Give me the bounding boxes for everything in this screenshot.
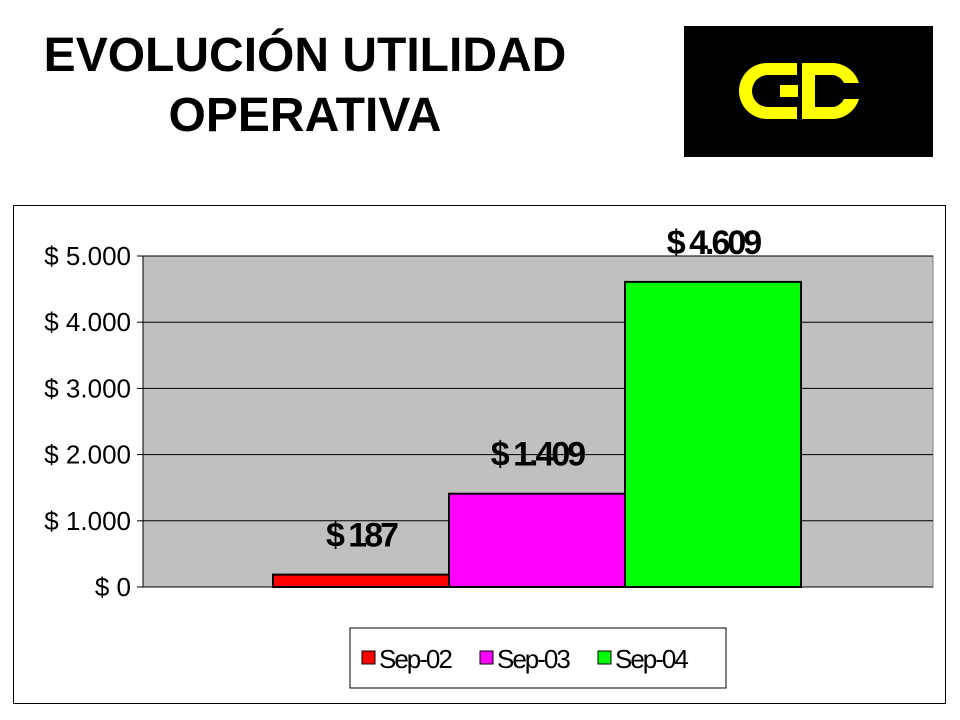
page-title-line-1: EVOLUCIÓN UTILIDAD — [43, 29, 567, 82]
company-logo — [684, 26, 933, 157]
y-tick-label: $ 3.000 — [44, 373, 131, 403]
data-label: $ 187 — [326, 517, 398, 555]
legend-label: Sep-03 — [497, 644, 570, 674]
legend-label: Sep-02 — [379, 644, 452, 674]
y-tick-label: $ 1.000 — [44, 506, 131, 536]
y-tick-label: $ 5.000 — [44, 241, 131, 271]
legend — [349, 627, 727, 689]
data-label: $ 1.409 — [491, 436, 586, 474]
page-title: EVOLUCIÓN UTILIDAD OPERATIVA — [0, 26, 610, 146]
bar-Sep-03 — [448, 492, 626, 589]
data-label: $ 4.609 — [667, 224, 762, 262]
legend-swatch — [479, 650, 494, 665]
y-tick-label: $ 2.000 — [44, 440, 131, 470]
chart-container: $ 0 $ 1.000 $ 2.000 $ 3.000 $ 4.000 $ 5.000 $ … — [13, 205, 946, 704]
bar-Sep-04 — [624, 280, 802, 589]
legend-swatch — [361, 650, 376, 665]
y-tick-label: $ 0 — [95, 572, 131, 602]
ed-logo-icon — [739, 63, 859, 119]
y-tick-label: $ 4.000 — [44, 307, 131, 337]
legend-swatch — [597, 650, 612, 665]
bar-Sep-02 — [272, 573, 450, 589]
legend-label: Sep-04 — [615, 644, 688, 674]
page-title-line-2: OPERATIVA — [168, 89, 442, 142]
bar-chart: $ 0 $ 1.000 $ 2.000 $ 3.000 $ 4.000 $ 5.000 $ … — [44, 224, 934, 689]
